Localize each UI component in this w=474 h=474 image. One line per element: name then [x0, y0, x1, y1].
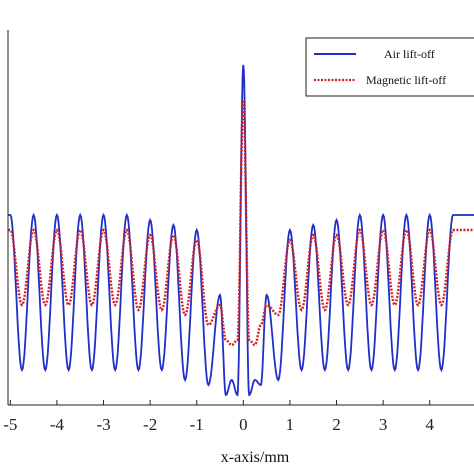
series-line-air-lift-off	[8, 64, 474, 397]
x-tick-label: -5	[3, 415, 17, 434]
x-tick-label: -3	[96, 415, 110, 434]
x-tick-label: 4	[425, 415, 434, 434]
series-layer	[8, 64, 474, 397]
legend-label-air: Air lift-off	[384, 47, 435, 61]
x-tick-label: 3	[379, 415, 388, 434]
x-tick-label: 1	[286, 415, 295, 434]
axes-layer	[7, 30, 474, 406]
x-tick-label: 0	[239, 415, 248, 434]
x-tick-label: -2	[143, 415, 157, 434]
legend: Air lift-off Magnetic lift-off	[305, 37, 474, 97]
legend-label-magnetic: Magnetic lift-off	[366, 73, 446, 87]
x-axis-title: x-axis/mm	[221, 449, 290, 466]
legend-box	[305, 37, 474, 97]
x-tick-label: 2	[332, 415, 341, 434]
x-tick-label: -1	[190, 415, 204, 434]
x-tick-label: -4	[50, 415, 65, 434]
series-line-magnetic-lift-off	[8, 99, 474, 347]
tick-layer: -5 -4 -3 -2 -1 0 1 2 3 4	[3, 400, 434, 434]
